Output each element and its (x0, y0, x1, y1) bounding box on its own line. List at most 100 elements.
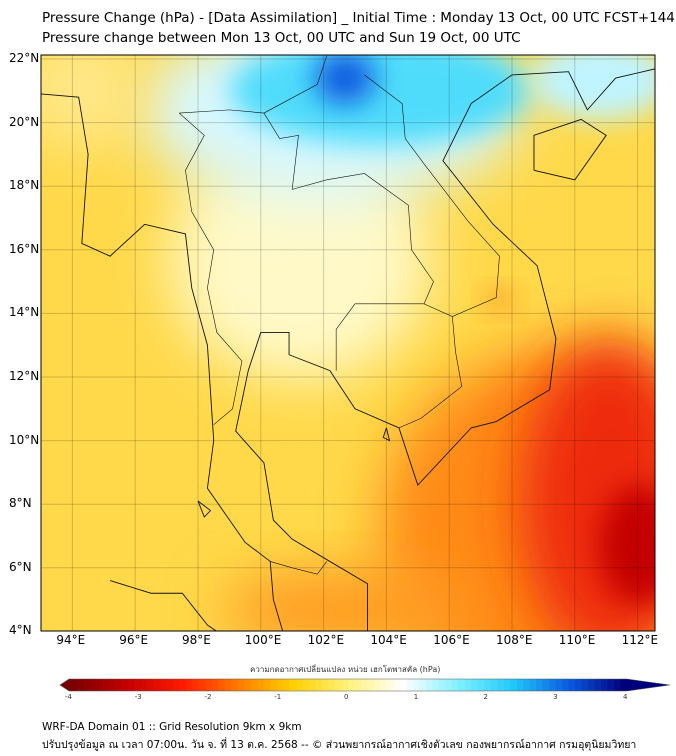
country-border (398, 316, 463, 429)
country-border (364, 74, 500, 317)
coastline (382, 427, 391, 442)
colorbar-segment (257, 679, 265, 691)
colorbar-segment (88, 679, 96, 691)
colorbar-segment (289, 679, 297, 691)
colorbar-segment (146, 679, 154, 691)
map-frame (40, 54, 656, 632)
country-border (179, 109, 434, 371)
colorbar-segment (179, 679, 187, 691)
colorbar-segment (510, 679, 518, 691)
colorbar-segment (438, 679, 446, 691)
colorbar-segment (614, 679, 622, 691)
lat-label: 22°N (9, 51, 40, 65)
graticule (41, 55, 655, 631)
colorbar-segment (244, 679, 252, 691)
colorbar-segment (555, 679, 563, 691)
colorbar-segment (503, 679, 511, 691)
colorbar-segment (588, 679, 596, 691)
lat-label: 12°N (9, 369, 40, 383)
lon-label: 98°E (182, 633, 211, 647)
colorbar-tick-label: 0 (344, 693, 349, 701)
colorbar-tick-label: -4 (65, 693, 72, 701)
colorbar-segment (380, 679, 388, 691)
colorbar-segment (211, 679, 219, 691)
map-subtitle: Pressure change between Mon 13 Oct, 00 U… (42, 30, 521, 46)
footer-credit: ปรับปรุงข้อมูล ณ เวลา 07:00น. วัน จ. ที่… (42, 739, 637, 751)
colorbar-segment (101, 679, 109, 691)
colorbar-segment (594, 679, 602, 691)
coastline (41, 93, 284, 631)
coastline (109, 580, 218, 631)
colorbar-segment (322, 679, 330, 691)
footer-model-info: WRF-DA Domain 01 :: Grid Resolution 9km … (42, 721, 302, 733)
colorbar-segment (250, 679, 258, 691)
colorbar-segment (231, 679, 239, 691)
colorbar-extend-arrow (627, 679, 670, 691)
colorbar-segment (127, 679, 135, 691)
colorbar-segment (523, 679, 531, 691)
lon-label: 106°E (433, 633, 470, 647)
country-border (270, 561, 327, 575)
lon-label: 96°E (119, 633, 149, 647)
colorbar-segment (341, 679, 349, 691)
colorbar-segment (107, 679, 115, 691)
lat-label: 8°N (9, 496, 32, 511)
colorbar-segment (237, 679, 245, 691)
colorbar-outline (59, 678, 671, 692)
colorbar-segment (367, 679, 375, 691)
colorbar-segment (360, 679, 368, 691)
colorbar-segment (451, 679, 459, 691)
colorbar-tick-label: 2 (483, 693, 488, 701)
coastline (197, 500, 212, 518)
colorbar-segment (575, 679, 583, 691)
colorbar-segment (75, 679, 83, 691)
colorbar-tick-label: -1 (274, 693, 282, 701)
colorbar-segment (309, 679, 317, 691)
lat-label: 16°N (9, 241, 40, 256)
map-title: Pressure Change (hPa) - [Data Assimilati… (42, 10, 675, 26)
colorbar-segment (159, 679, 167, 691)
colorbar-segment (542, 679, 550, 691)
colorbar-segment (601, 679, 609, 691)
colorbar-tick-label: -3 (134, 693, 142, 701)
colorbar-segment (490, 679, 498, 691)
colorbar-segment (406, 679, 414, 691)
colorbar-segment (425, 679, 433, 691)
colorbar-segment (484, 679, 492, 691)
lat-label: 4°N (9, 623, 32, 638)
colorbar-segment (328, 679, 336, 691)
colorbar-segment (153, 679, 161, 691)
colorbar-segment (302, 679, 310, 691)
colorbar-extend-arrow (60, 679, 69, 691)
colorbar-segment (516, 679, 524, 691)
colorbar-segment (607, 679, 615, 691)
colorbar-segment (568, 679, 576, 691)
colorbar-segment (432, 679, 440, 691)
colorbar-segment (581, 679, 589, 691)
pressure-field (41, 55, 655, 631)
colorbar-segment (562, 679, 570, 691)
colorbar-segment (354, 679, 362, 691)
colorbar-segment (205, 679, 213, 691)
lat-label: 20°N (9, 114, 40, 129)
colorbar-segment (218, 679, 226, 691)
colorbar-segment (172, 679, 180, 691)
colorbar-tick-label: -2 (204, 693, 212, 701)
colorbar-segment (497, 679, 505, 691)
colorbar-segment (464, 679, 472, 691)
colorbar-segment (114, 679, 122, 691)
lat-label: 14°N (9, 305, 40, 320)
colorbar-segment (296, 679, 304, 691)
coastlines (41, 55, 655, 631)
colorbar-segment (276, 679, 284, 691)
lon-label: 102°E (307, 633, 345, 647)
colorbar-segment (94, 679, 102, 691)
colorbar-segment (386, 679, 394, 691)
colorbar-segment (166, 679, 174, 691)
lat-label: 18°N (9, 178, 40, 193)
coastline (533, 118, 607, 181)
colorbar-label: ความกดอากาศเปลี่ยนแปลง หน่วย เฮกโตพาสคัล… (250, 665, 441, 674)
lat-label: 6°N (9, 559, 32, 574)
colorbar-segment (529, 679, 537, 691)
